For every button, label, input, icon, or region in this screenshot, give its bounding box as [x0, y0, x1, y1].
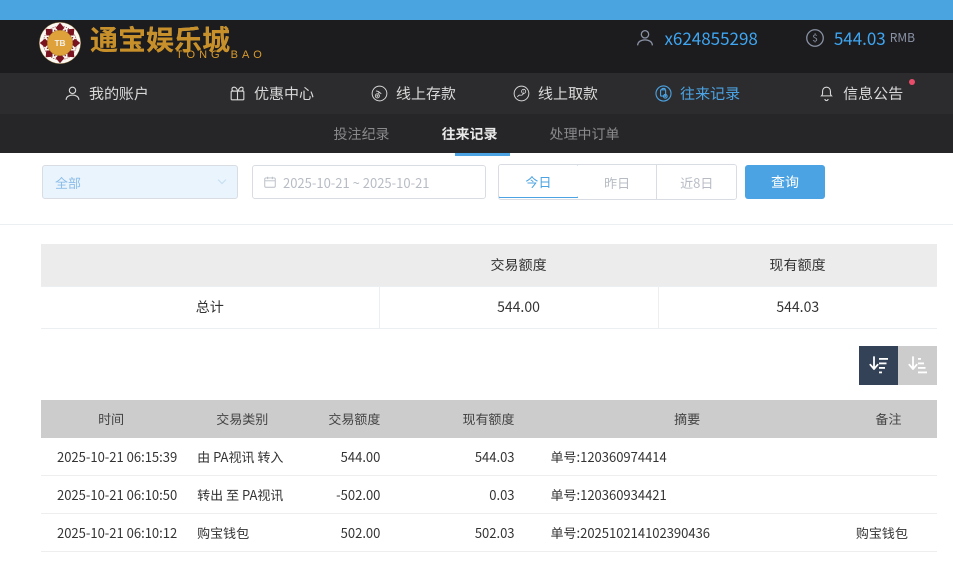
svg-text:TB: TB [54, 38, 65, 48]
svg-text:$: $ [812, 29, 818, 44]
